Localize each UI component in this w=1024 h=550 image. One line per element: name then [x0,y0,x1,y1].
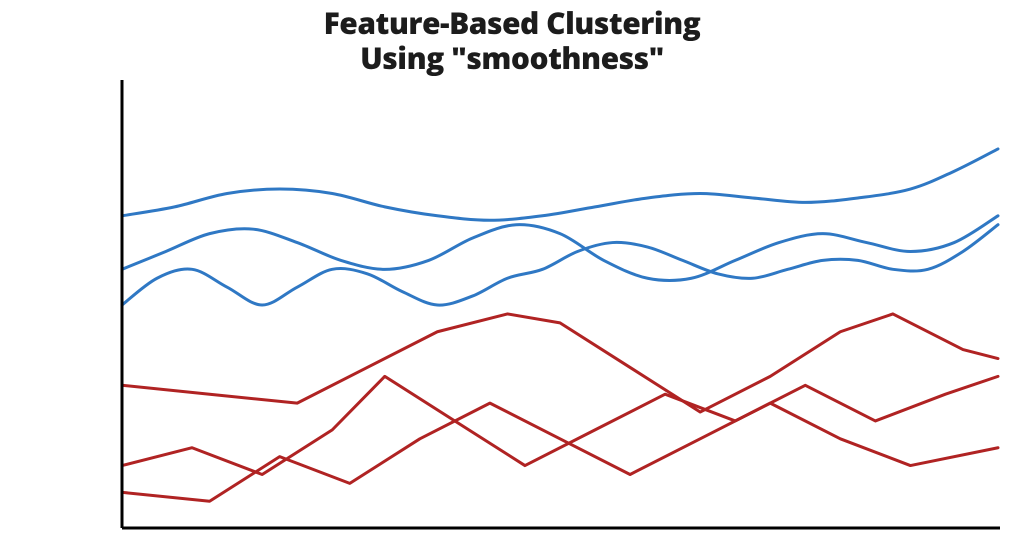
chart-title-line2: Using "smoothness" [0,41,1024,76]
series-smooth-2 [122,216,998,281]
chart-svg [120,80,1000,530]
chart-title: Feature-Based Clustering Using "smoothne… [0,6,1024,75]
chart-title-line1: Feature-Based Clustering [0,6,1024,41]
series-jagged-1 [122,314,998,412]
clustering-chart [120,80,1000,530]
series-jagged-2 [122,376,998,474]
series-smooth-3 [122,225,998,305]
series-smooth-1 [122,149,998,220]
